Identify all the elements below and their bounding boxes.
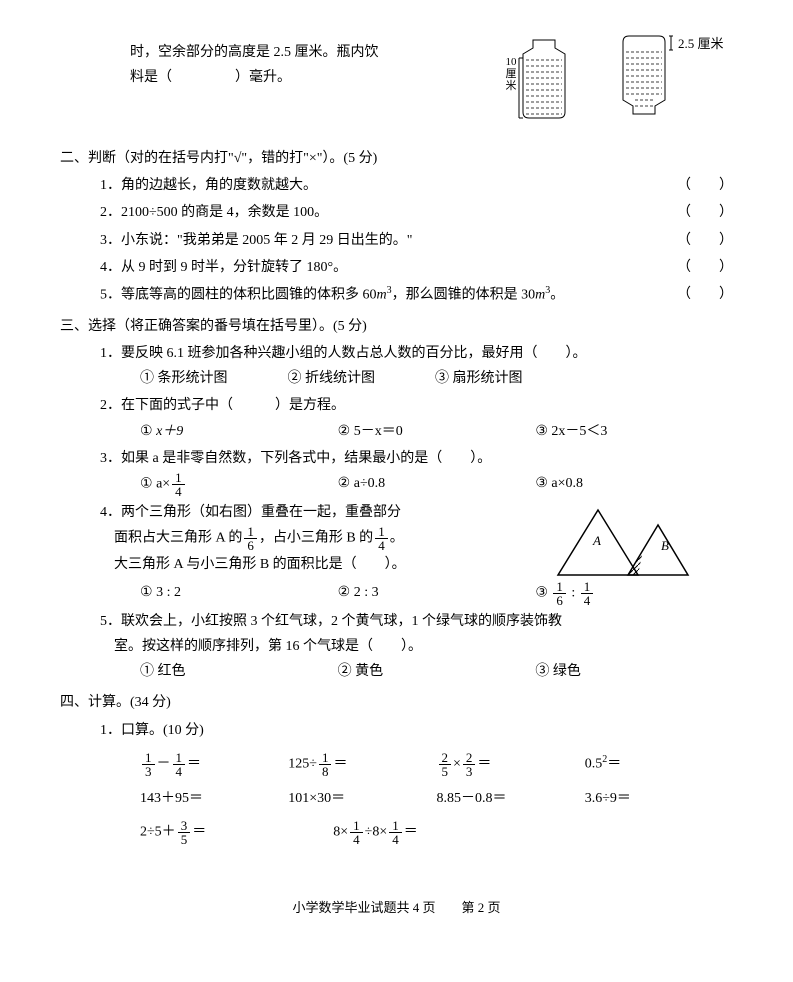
s3-q5-o3: ③ 绿色 <box>535 659 733 684</box>
bottle-left <box>519 40 565 118</box>
label-10: 10 <box>506 56 517 68</box>
s4-title: 四、计算。(34 分) <box>60 690 733 715</box>
bottle-top-label: 2.5 厘米 <box>678 32 724 55</box>
s2-q2-blank: （ ） <box>677 200 733 225</box>
s2-title: 二、判断（对的在括号内打"√"，错的打"×"）。(5 分) <box>60 146 733 171</box>
triangle-figure: A B <box>553 500 693 580</box>
s3-q3-opts: ① a×14 ② a÷0.8 ③ a×0.8 <box>100 471 733 498</box>
s2-q3: 3．小东说："我弟弟是 2005 年 2 月 29 日出生的。" （ ） <box>100 228 733 253</box>
top-fragment: 2.5 厘米 10 厘 米 时，空余部分的高度是 2.5 厘米。瓶内饮 料是（ … <box>60 40 733 140</box>
s2-q5-text: 5．等底等高的圆柱的体积比圆锥的体积多 60m3，那么圆锥的体积是 30m3。 <box>100 282 564 308</box>
s3-q1-opts: ① 条形统计图 ② 折线统计图 ③ 扇形统计图 <box>100 366 733 391</box>
s3-q5-o2: ② 黄色 <box>338 659 536 684</box>
s4-r1c2: 125÷18＝ <box>288 751 436 778</box>
s3-q3-o2: ② a÷0.8 <box>338 471 536 498</box>
s4-r2c2: 101×30＝ <box>288 786 436 811</box>
s2-q1: 1．角的边越长，角的度数就越大。 （ ） <box>100 173 733 198</box>
bottle-diagram: 2.5 厘米 10 厘 米 <box>513 30 733 130</box>
s4-r1c4: 0.52＝ <box>585 751 733 777</box>
s2-q2-text: 2．2100÷500 的商是 4，余数是 100。 <box>100 200 328 225</box>
bottle-left-label: 10 厘 米 <box>505 56 517 92</box>
s2-q2: 2．2100÷500 的商是 4，余数是 100。 （ ） <box>100 200 733 225</box>
label-li: 厘 <box>506 68 517 80</box>
s3-title: 三、选择（将正确答案的番号填在括号里）。(5 分) <box>60 314 733 339</box>
s2-q5: 5．等底等高的圆柱的体积比圆锥的体积多 60m3，那么圆锥的体积是 30m3。 … <box>100 282 733 308</box>
s3-q5-l1: 5．联欢会上，小红按照 3 个红气球，2 个黄气球，1 个绿气球的顺序装饰教 <box>100 609 733 634</box>
page-footer: 小学数学毕业试题共 4 页 第 2 页 <box>60 896 733 919</box>
s4-r3c1: 2÷5＋35＝ <box>140 819 273 846</box>
top-line2-post: ）毫升。 <box>235 70 291 85</box>
s3-q4-o3: ③ 16 : 14 <box>535 580 733 607</box>
s2-q1-blank: （ ） <box>677 173 733 198</box>
label-mi: 米 <box>506 80 517 92</box>
s2-q5-blank: （ ） <box>677 282 733 307</box>
s3-q4-o1: ① 3 : 2 <box>140 580 338 607</box>
bottle-right <box>623 36 673 114</box>
s3-q5-opts: ① 红色 ② 黄色 ③ 绿色 <box>100 659 733 684</box>
s4-r2c3: 8.85－0.8＝ <box>437 786 585 811</box>
s3-q1: 1．要反映 6.1 班参加各种兴趣小组的人数占总人数的百分比，最好用（ ）。 <box>100 341 733 366</box>
s3-q3-o1: ① a×14 <box>140 471 338 498</box>
s2-q4: 4．从 9 时到 9 时半，分针旋转了 180°。 （ ） <box>100 255 733 280</box>
s2-q3-blank: （ ） <box>677 228 733 253</box>
s2-q4-text: 4．从 9 时到 9 时半，分针旋转了 180°。 <box>100 255 347 280</box>
s3-q2-o2: ② 5－x＝0 <box>338 419 536 444</box>
s4-q1: 1．口算。(10 分) <box>100 718 733 743</box>
circ-1: ① <box>140 371 154 386</box>
section-4: 四、计算。(34 分) 1．口算。(10 分) 13－14＝ 125÷18＝ 2… <box>60 690 733 846</box>
s3-q2: 2．在下面的式子中（ ）是方程。 <box>100 393 733 418</box>
s3-q3: 3．如果 a 是非零自然数，下列各式中，结果最小的是（ ）。 <box>100 446 733 471</box>
s3-q4: A B 4．两个三角形（如右图）重叠在一起，重叠部分 面积占大三角形 A 的16… <box>100 500 733 580</box>
s2-q5b: ，那么圆锥的体积是 30 <box>392 288 536 303</box>
s2-q5c: 。 <box>550 288 564 303</box>
section-3: 三、选择（将正确答案的番号填在括号里）。(5 分) 1．要反映 6.1 班参加各… <box>60 314 733 685</box>
s3-q2-opts: ① x＋9 ② 5－x＝0 ③ 2x－5＜3 <box>100 419 733 444</box>
top-line2-pre: 料是（ <box>130 70 172 85</box>
s4-r2c4: 3.6÷9＝ <box>585 786 733 811</box>
s4-r1c1: 13－14＝ <box>140 751 288 778</box>
tri-label-a: A <box>592 533 601 548</box>
s3-q5-l2: 室。按这样的顺序排列，第 16 个气球是（ ）。 <box>100 634 733 659</box>
s2-q5a: 5．等底等高的圆柱的体积比圆锥的体积多 60 <box>100 288 377 303</box>
tri-label-b: B <box>661 538 669 553</box>
s4-r2c1: 143＋95＝ <box>140 786 288 811</box>
top-blank <box>176 70 232 85</box>
s4-r3c2: 8×14÷8×14＝ <box>273 819 600 846</box>
s2-q4-blank: （ ） <box>677 255 733 280</box>
s3-q5-o1: ① 红色 <box>140 659 338 684</box>
s4-r1c3: 25×23＝ <box>437 751 585 778</box>
s3-q2-o3: ③ 2x－5＜3 <box>535 419 733 444</box>
s3-q4-o2: ② 2 : 3 <box>338 580 536 607</box>
s3-q1-o3: ③ 扇形统计图 <box>435 366 523 391</box>
triangle-svg: A B <box>553 500 693 580</box>
s3-q4-opts: ① 3 : 2 ② 2 : 3 ③ 16 : 14 <box>100 580 733 607</box>
section-2: 二、判断（对的在括号内打"√"，错的打"×"）。(5 分) 1．角的边越长，角的… <box>60 146 733 308</box>
s4-row2: 143＋95＝ 101×30＝ 8.85－0.8＝ 3.6÷9＝ <box>100 786 733 811</box>
s2-q1-text: 1．角的边越长，角的度数就越大。 <box>100 173 317 198</box>
s4-row1: 13－14＝ 125÷18＝ 25×23＝ 0.52＝ <box>100 751 733 778</box>
s4-row3: 2÷5＋35＝ 8×14÷8×14＝ <box>100 819 733 846</box>
s2-q3-text: 3．小东说："我弟弟是 2005 年 2 月 29 日出生的。" <box>100 228 412 253</box>
s3-q3-o3: ③ a×0.8 <box>535 471 733 498</box>
s3-q1-o1: ① 条形统计图 <box>140 366 228 391</box>
s3-q2-o1: ① x＋9 <box>140 419 338 444</box>
s3-q1-o2: ② 折线统计图 <box>288 366 376 391</box>
